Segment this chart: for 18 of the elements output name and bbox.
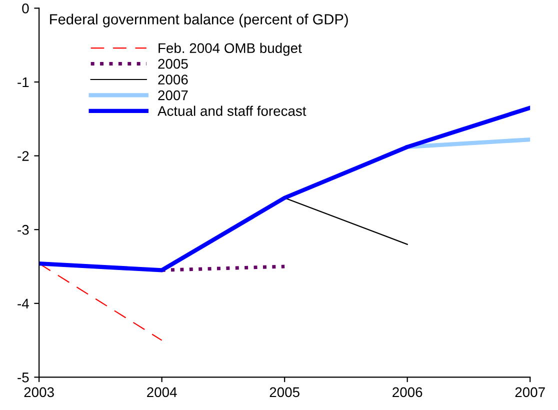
x-tick-label: 2007	[515, 387, 545, 398]
legend-label: Actual and staff forecast	[158, 106, 306, 116]
legend-label: 2006	[158, 74, 188, 84]
y-tick-label: -1	[18, 77, 29, 88]
x-tick-label: 2004	[147, 387, 177, 398]
x-tick-label: 2003	[24, 387, 54, 398]
y-tick-label: -5	[18, 372, 29, 382]
legend-label: Feb. 2004 OMB budget	[158, 42, 302, 56]
y-tick-label: 0	[22, 4, 29, 14]
legend-label: 2005	[158, 58, 188, 69]
legend-label: 2007	[158, 90, 188, 100]
line-series	[39, 106, 530, 272]
x-tick-label: 2006	[392, 387, 422, 398]
x-tick-label: 2005	[270, 387, 300, 398]
y-tick-label: -4	[18, 298, 29, 308]
y-tick-label: -2	[18, 151, 29, 161]
chart-title: Federal government balance (percent of GDP)	[50, 14, 348, 28]
y-tick-label: -3	[18, 224, 29, 235]
